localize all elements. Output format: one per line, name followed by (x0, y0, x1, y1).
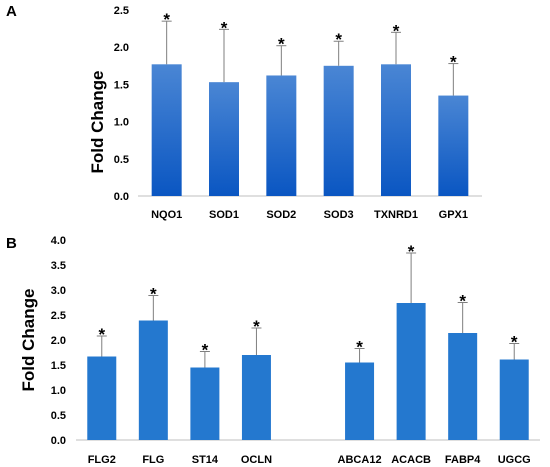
panel-b-significance-star: * (202, 341, 209, 360)
panel-a-bar (438, 95, 469, 196)
panel-b-y-tick-label: 2.0 (51, 335, 66, 347)
panel-a-significance-star: * (450, 53, 457, 72)
panel-a-bar (266, 75, 297, 196)
panel-a-bar (323, 65, 354, 196)
panel-b-significance-star: * (408, 242, 415, 261)
panel-b-category-label: FLG (142, 454, 164, 466)
panel-b-significance-star: * (459, 292, 466, 311)
panel-b-significance-star: * (150, 285, 157, 304)
panel-a-y-axis-label: Fold Change (88, 71, 107, 174)
panel-b-bar (190, 367, 220, 440)
panel-b-chart: B Fold Change 0.0 0.5 1.0 1.5 2.0 2.5 3.0 3.5 4.… (6, 235, 540, 466)
panel-a-y-tick-label: 2.0 (114, 42, 129, 54)
panel-b-bar (138, 320, 168, 440)
panel-a-significance-star: * (278, 35, 285, 54)
panel-b-bar (345, 362, 375, 440)
panel-a-bar (151, 64, 182, 196)
panel-a-category-label: NQO1 (151, 209, 182, 221)
panel-a-category-label: SOD1 (209, 209, 239, 221)
panel-b-y-tick-label: 1.0 (51, 385, 66, 397)
panel-b-significance-star: * (356, 338, 363, 357)
panel-b-significance-star: * (253, 317, 260, 336)
panel-a-significance-star: * (163, 10, 170, 29)
panel-b-significance-star: * (98, 325, 105, 344)
panel-a-category-label: TXNRD1 (374, 209, 418, 221)
panel-a-y-tick-label: 1.5 (114, 79, 129, 91)
panel-a-significance-star: * (335, 30, 342, 49)
panel-a-bar (209, 82, 239, 196)
panel-b-y-tick-label: 3.0 (51, 285, 66, 297)
panel-b-category-label: ST14 (192, 454, 219, 466)
panel-b-y-tick-label: 4.0 (51, 235, 66, 247)
panel-b-y-axis-label: Fold Change (19, 289, 38, 392)
panel-b-bar (396, 303, 426, 440)
panel-a-y-tick-label: 2.5 (114, 5, 129, 17)
panel-a-y-tick-label: 0.0 (114, 191, 129, 203)
panel-b-category-label: UGCG (498, 454, 531, 466)
panel-b-y-tick-label: 0.0 (51, 435, 66, 447)
panel-b-y-tick-label: 1.5 (51, 360, 66, 372)
panel-a-chart: A Fold Change 0.0 0.5 1.0 1.5 2.0 2.5 NQO1 * SO… (6, 3, 482, 221)
panel-a-letter: A (6, 3, 17, 20)
panel-b-bar (448, 333, 478, 440)
panel-a-category-label: SOD3 (324, 209, 354, 221)
panel-b-y-tick-label: 2.5 (51, 310, 66, 322)
panel-b-significance-star: * (511, 333, 518, 352)
panel-a-y-tick-label: 1.0 (114, 117, 129, 129)
panel-b-letter: B (6, 235, 17, 252)
panel-b-bar (241, 355, 271, 440)
panel-b-category-label: FABP4 (445, 454, 481, 466)
panel-a-y-tick-label: 0.5 (114, 154, 129, 166)
panel-b-category-label: ABCA12 (338, 454, 382, 466)
panel-b-category-label: ACACB (391, 454, 431, 466)
panel-a-significance-star: * (221, 18, 228, 37)
panel-b-y-tick-label: 3.5 (51, 260, 66, 272)
panel-b-bar (87, 356, 117, 440)
panel-b-y-tick-label: 0.5 (51, 410, 66, 422)
panel-a-category-label: SOD2 (266, 209, 296, 221)
panel-a-category-label: GPX1 (439, 209, 468, 221)
panel-a-bar (381, 64, 411, 196)
panel-b-category-label: FLG2 (88, 454, 116, 466)
panel-b-bar (499, 359, 529, 440)
panel-a-significance-star: * (393, 21, 400, 40)
panel-b-category-label: OCLN (241, 454, 272, 466)
